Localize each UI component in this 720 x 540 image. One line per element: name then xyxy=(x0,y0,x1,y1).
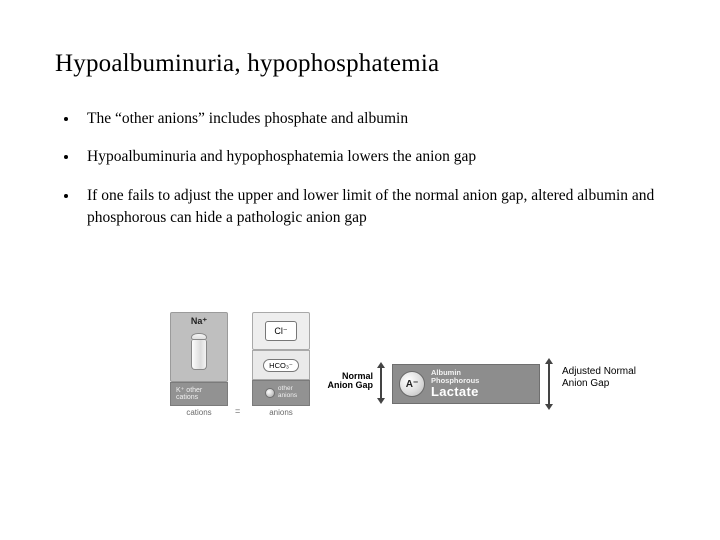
lactate-text: Albumin Phosphorous Lactate xyxy=(431,369,479,398)
adjusted-anion-gap-label: Adjusted Normal Anion Gap xyxy=(562,366,662,389)
anions-caption: anions xyxy=(252,408,310,417)
potassium-box: K⁺ other cations xyxy=(170,382,228,406)
cations-caption: cations xyxy=(170,408,228,417)
other-anions-label: other anions xyxy=(278,386,297,400)
salt-shaker-icon xyxy=(191,333,207,371)
bullet-item: Hypoalbuminuria and hypophosphatemia low… xyxy=(79,146,665,168)
anion-sphere-icon xyxy=(265,388,275,398)
potassium-label: K⁺ other cations xyxy=(176,387,202,402)
bicarbonate-box: HCO₃⁻ xyxy=(252,350,310,380)
cations-column: Na⁺ K⁺ other cations cations xyxy=(170,312,228,417)
anion-gap-diagram: Na⁺ K⁺ other cations cations = Cl⁻ HCO₃⁻ xyxy=(170,312,550,432)
slide: Hypoalbuminuria, hypophosphatemia The “o… xyxy=(0,0,720,540)
equals-sign: = xyxy=(235,406,240,416)
sodium-label: Na⁺ xyxy=(191,316,207,327)
normal-anion-gap-label: Normal Anion Gap xyxy=(318,372,373,391)
sodium-box: Na⁺ xyxy=(170,312,228,382)
left-bracket-icon xyxy=(376,366,386,400)
anions-column: Cl⁻ HCO₃⁻ other anions anions xyxy=(252,312,310,417)
slide-title: Hypoalbuminuria, hypophosphatemia xyxy=(55,50,665,78)
bullet-list: The “other anions” includes phosphate an… xyxy=(55,108,665,230)
other-anions-box: other anions xyxy=(252,380,310,406)
chloride-label: Cl⁻ xyxy=(265,321,297,341)
bicarbonate-label: HCO₃⁻ xyxy=(263,359,299,372)
bullet-item: The “other anions” includes phosphate an… xyxy=(79,108,665,130)
bullet-item: If one fails to adjust the upper and low… xyxy=(79,185,665,230)
right-bracket-icon xyxy=(544,362,554,406)
chloride-box: Cl⁻ xyxy=(252,312,310,350)
lactate-label: Lactate xyxy=(431,385,479,399)
a-minus-icon: A⁻ xyxy=(399,371,425,397)
lactate-box: A⁻ Albumin Phosphorous Lactate xyxy=(392,364,540,404)
